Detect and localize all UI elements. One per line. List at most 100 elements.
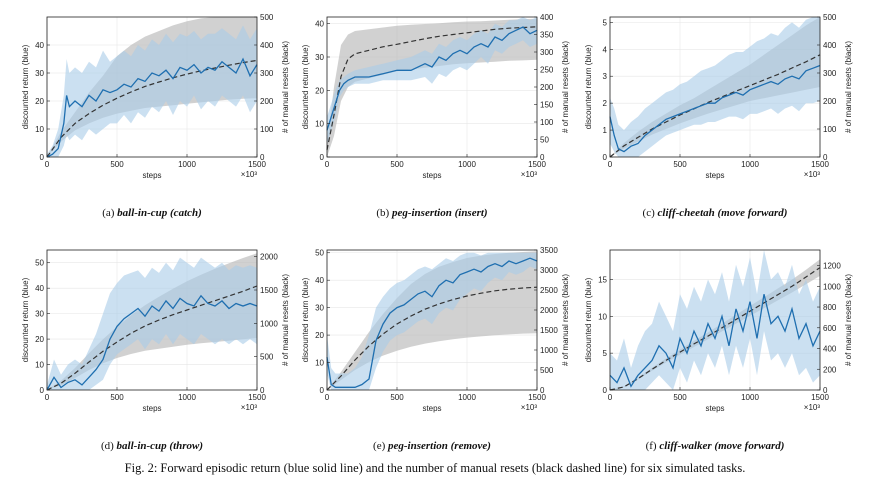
y-tick-label: 50 <box>35 259 44 268</box>
x-tick-label: 1000 <box>741 160 759 169</box>
chart-panel-6: 0 500 1000 1500051015020040060080010001200s… <box>584 249 853 452</box>
y-tick-label: 50 <box>315 249 324 258</box>
y2-tick-label: 200 <box>260 97 274 106</box>
x-tick-label: 500 <box>110 160 124 169</box>
y2-tick-label: 1500 <box>540 326 558 335</box>
subfigure-caption: (e) peg-insertion (remove) <box>373 440 491 452</box>
return-line-2 <box>326 26 538 131</box>
plot-frame <box>46 249 258 391</box>
y-axis-label: discounted return (blue) <box>584 44 593 129</box>
resets-line-2 <box>326 26 538 151</box>
subfigure-label: (d) <box>101 440 117 452</box>
x-multiplier: ×10³ <box>241 170 258 179</box>
y-axis-label: discounted return (blue) <box>301 44 310 129</box>
x-tick-label: 1500 <box>528 393 546 402</box>
y2-axis-label: # of manual resets (black) <box>281 274 290 366</box>
subfigure-task: cliff-cheetah (move forward) <box>658 207 788 219</box>
y-tick-label: 0 <box>603 386 608 395</box>
y2-tick-label: 100 <box>823 125 837 134</box>
resets-line-5 <box>326 286 538 391</box>
return-line-4 <box>46 294 258 391</box>
x-tick-label: 1000 <box>458 160 476 169</box>
x-multiplier: ×10³ <box>804 403 821 412</box>
y-tick-label: 20 <box>35 97 44 106</box>
return-band-3 <box>610 17 820 157</box>
subfigure-caption: (f) cliff-walker (move forward) <box>646 440 785 452</box>
x-tick-label: 0 <box>45 393 50 402</box>
y2-axis-label: # of manual resets (black) <box>844 274 853 366</box>
subfigure-caption: (c) cliff-cheetah (move forward) <box>643 207 788 219</box>
y2-tick-label: 1500 <box>260 286 278 295</box>
return-line-1 <box>46 57 258 158</box>
figure-caption: Fig. 2: Forward episodic return (blue so… <box>125 461 746 475</box>
subfigure-task: cliff-walker (move forward) <box>659 440 784 452</box>
y2-tick-label: 500 <box>260 353 274 362</box>
y2-tick-label: 200 <box>540 83 554 92</box>
y-tick-label: 4 <box>603 45 608 54</box>
subfigure-label: (c) <box>643 207 658 219</box>
return-line-3 <box>609 64 821 153</box>
y-tick-label: 1 <box>603 126 608 135</box>
x-multiplier: ×10³ <box>521 170 538 179</box>
y-tick-label: 5 <box>603 349 608 358</box>
y2-tick-label: 0 <box>540 386 545 395</box>
x-tick-label: 1500 <box>811 160 829 169</box>
y2-tick-label: 0 <box>540 153 545 162</box>
x-multiplier: ×10³ <box>241 403 258 412</box>
chart-panel-5: 0 500 1000 15000102030405005001000150020002… <box>301 246 570 452</box>
y-tick-label: 30 <box>35 310 44 319</box>
x-tick-label: 0 <box>325 393 330 402</box>
y2-tick-label: 100 <box>260 125 274 134</box>
y2-tick-label: 50 <box>540 136 549 145</box>
y2-tick-label: 0 <box>260 386 265 395</box>
y2-axis-label: # of manual resets (black) <box>844 41 853 133</box>
x-tick-label: 0 <box>325 160 330 169</box>
x-tick-label: 500 <box>673 160 687 169</box>
y2-tick-label: 1200 <box>823 262 841 271</box>
y-axis-label: discounted return (blue) <box>301 277 310 362</box>
y-tick-label: 20 <box>315 86 324 95</box>
subfigure-caption: (a) ball-in-cup (catch) <box>102 207 202 219</box>
x-tick-label: 1000 <box>178 160 196 169</box>
plot-frame <box>326 249 538 391</box>
y-tick-label: 0 <box>320 153 325 162</box>
y2-tick-label: 0 <box>823 153 828 162</box>
y2-tick-label: 500 <box>540 366 554 375</box>
x-tick-label: 1500 <box>248 160 266 169</box>
y2-tick-label: 600 <box>823 324 837 333</box>
subfigure-task: ball-in-cup (catch) <box>117 207 202 219</box>
resets-line-1 <box>46 59 258 158</box>
x-tick-label: 1000 <box>741 393 759 402</box>
y2-tick-label: 300 <box>540 48 554 57</box>
y-tick-label: 0 <box>603 153 608 162</box>
y2-tick-label: 300 <box>260 69 274 78</box>
plot-frame <box>46 16 258 158</box>
y-axis-label: discounted return (blue) <box>584 277 593 362</box>
x-axis-label: steps <box>422 404 441 413</box>
y-tick-label: 0 <box>320 386 325 395</box>
y-tick-label: 30 <box>35 69 44 78</box>
x-axis-label: steps <box>142 404 161 413</box>
y-tick-label: 3 <box>603 72 608 81</box>
x-tick-label: 1000 <box>178 393 196 402</box>
y2-tick-label: 2500 <box>540 286 558 295</box>
y2-tick-label: 0 <box>823 386 828 395</box>
chart-panel-1: 0 500 1000 15000102030400100200300400500ste… <box>21 13 290 219</box>
y-tick-label: 30 <box>315 304 324 313</box>
y-tick-label: 20 <box>35 335 44 344</box>
y-axis-label: discounted return (blue) <box>21 44 30 129</box>
y2-tick-label: 1000 <box>260 319 278 328</box>
y-tick-label: 0 <box>40 153 45 162</box>
return-line-6 <box>609 294 821 388</box>
y2-tick-label: 150 <box>540 101 554 110</box>
resets-line-3 <box>609 54 821 158</box>
x-axis-label: steps <box>705 404 724 413</box>
y-tick-label: 40 <box>315 276 324 285</box>
y2-tick-label: 400 <box>823 345 837 354</box>
chart-panel-4: 0 500 1000 1500010203040500500100015002000s… <box>21 249 290 452</box>
x-tick-label: 0 <box>45 160 50 169</box>
return-band-4 <box>47 257 257 390</box>
x-tick-label: 500 <box>390 393 404 402</box>
